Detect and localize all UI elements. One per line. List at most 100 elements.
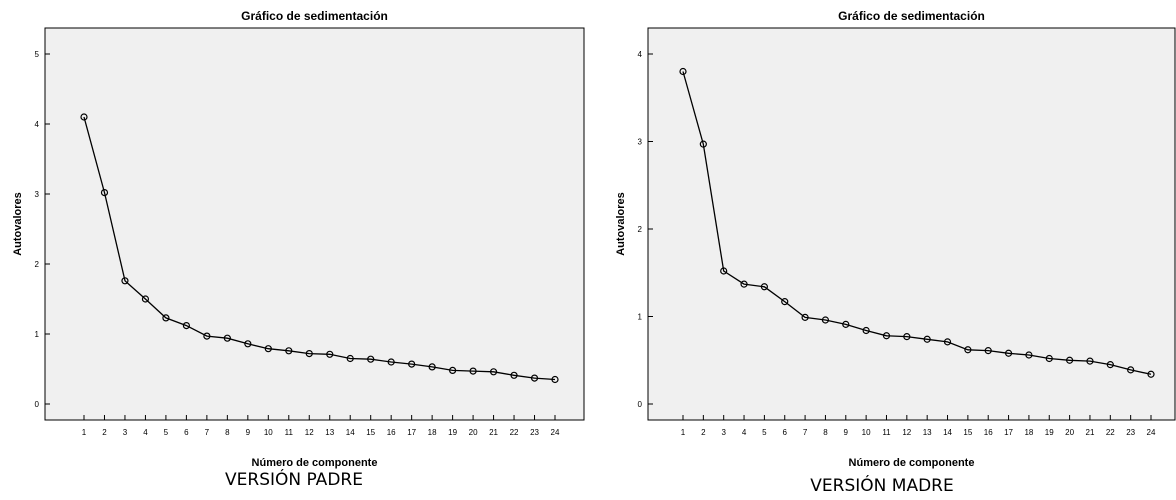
data-point [449, 366, 457, 374]
data-point [285, 347, 293, 355]
x-tick-label: 17 [407, 428, 416, 437]
plot-area [647, 27, 1176, 421]
y-tick-label: 1 [35, 330, 40, 339]
data-point [1004, 349, 1013, 357]
x-tick-label: 1 [82, 428, 87, 437]
x-tick-label: 4 [143, 428, 148, 437]
data-point [760, 283, 768, 291]
x-tick-label: 7 [205, 428, 210, 437]
y-tick-label: 5 [35, 50, 40, 59]
x-tick-label: 14 [943, 428, 952, 437]
x-tick-label: 19 [448, 428, 457, 437]
data-point [781, 298, 789, 306]
data-point [408, 360, 416, 368]
y-tick-label: 2 [638, 225, 643, 234]
x-tick-label: 18 [428, 428, 437, 437]
x-tick-label: 4 [742, 428, 747, 437]
x-tick-label: 24 [1147, 428, 1156, 437]
x-tick-label: 22 [510, 428, 519, 437]
chart-title: Gráfico de sedimentación [241, 9, 388, 23]
data-point [699, 140, 707, 148]
x-tick-label: 22 [1106, 428, 1115, 437]
y-axis-label: Autovalores [615, 192, 627, 256]
data-point [679, 67, 687, 76]
data-point [1045, 354, 1053, 363]
data-point [326, 350, 334, 358]
y-axis-label: Autovalores [12, 192, 24, 256]
data-point [367, 355, 375, 363]
x-tick-label: 7 [803, 428, 808, 437]
data-point [1106, 361, 1114, 369]
x-tick-label: 9 [844, 428, 849, 437]
x-tick-label: 6 [783, 428, 788, 437]
y-tick-label: 3 [638, 138, 643, 147]
data-point [862, 326, 870, 335]
x-tick-label: 15 [963, 428, 972, 437]
chart-caption-madre: VERSIÓN MADRE [810, 476, 954, 496]
data-point [740, 280, 748, 288]
data-point [182, 322, 190, 330]
x-tick-label: 3 [721, 428, 726, 437]
x-tick-label: 23 [530, 428, 539, 437]
chart-caption-padre: VERSIÓN PADRE [225, 470, 363, 490]
y-tick-label: 4 [638, 50, 643, 59]
data-point [923, 335, 931, 343]
data-point [821, 316, 830, 324]
x-tick-label: 13 [325, 428, 334, 437]
x-tick-label: 21 [489, 428, 498, 437]
x-tick-label: 23 [1126, 428, 1135, 437]
data-point [964, 346, 972, 354]
data-point [489, 368, 498, 376]
x-axis-label: Número de componente [849, 457, 975, 469]
x-tick-label: 17 [1004, 428, 1013, 437]
data-point [801, 313, 809, 321]
data-point [882, 332, 891, 340]
data-point [80, 113, 88, 121]
data-point [141, 295, 150, 303]
x-tick-label: 12 [902, 428, 911, 437]
x-axis-label: Número de componente [252, 457, 378, 469]
x-tick-label: 13 [923, 428, 932, 437]
data-point [203, 332, 211, 340]
x-tick-label: 11 [285, 428, 294, 437]
data-point [223, 334, 231, 342]
data-point [305, 350, 313, 358]
data-point [1127, 366, 1135, 374]
data-point [244, 340, 252, 348]
data-point [530, 374, 539, 382]
data-point [264, 345, 272, 353]
x-tick-label: 19 [1045, 428, 1054, 437]
x-tick-label: 21 [1086, 428, 1095, 437]
y-tick-label: 2 [35, 260, 40, 269]
y-tick-label: 0 [638, 400, 643, 409]
x-tick-label: 12 [305, 428, 314, 437]
data-point [551, 375, 559, 384]
x-tick-label: 8 [225, 428, 230, 437]
x-tick-label: 10 [264, 428, 273, 437]
x-tick-label: 14 [346, 428, 355, 437]
x-tick-label: 16 [387, 428, 396, 437]
data-point [162, 314, 170, 322]
data-point [984, 347, 992, 355]
data-point [720, 267, 728, 275]
data-point [903, 333, 911, 341]
chart-title: Gráfico de sedimentación [838, 9, 985, 23]
x-tick-label: 6 [184, 428, 189, 437]
x-tick-label: 18 [1024, 428, 1033, 437]
plot-area [44, 27, 585, 421]
data-point [842, 320, 850, 328]
data-point [346, 354, 354, 363]
data-point [1147, 370, 1155, 378]
data-point [1086, 357, 1094, 365]
scree-plot-madre: Gráfico de sedimentación 0 1 2 3 4 1 2 3 4 5 6 7 8 9 10… [588, 0, 1176, 500]
data-point [100, 189, 109, 197]
x-tick-label: 2 [102, 428, 107, 437]
x-tick-label: 11 [882, 428, 891, 437]
data-point [943, 338, 952, 346]
scree-plot-padre: Gráfico de sedimentación 0 1 2 3 4 5 1 2 3 4 5 6 7 8 9 1… [12, 9, 585, 490]
y-tick-label: 0 [35, 400, 40, 409]
x-tick-label: 16 [984, 428, 993, 437]
x-tick-label: 1 [681, 428, 686, 437]
